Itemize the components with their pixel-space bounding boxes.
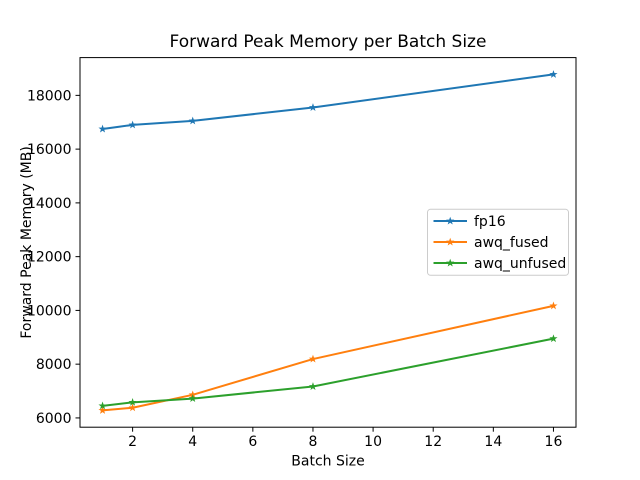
x-axis-label: Batch Size (291, 454, 364, 470)
data-point-marker-fp16 (308, 103, 318, 111)
legend-label: awq_unfused (474, 256, 566, 272)
x-tick-label: 2 (128, 434, 137, 450)
y-tick-label: 12000 (27, 250, 72, 266)
y-tick-label: 8000 (36, 357, 72, 373)
y-tick-label: 10000 (27, 303, 72, 319)
y-tick-label: 6000 (36, 411, 72, 427)
data-point-marker-fp16 (188, 116, 197, 125)
chart-title: Forward Peak Memory per Batch Size (170, 32, 487, 52)
y-axis-label: Forward Peak Memory (MB) (19, 146, 35, 338)
data-point-marker-awq_unfused (188, 394, 197, 403)
legend-marker-sample (446, 258, 455, 267)
data-point-marker-awq_fused (128, 403, 137, 412)
data-point-marker-fp16 (549, 70, 558, 78)
data-point-marker-awq_fused (549, 301, 558, 310)
series-line-awq_fused (101, 304, 555, 412)
data-point-marker-fp16 (128, 120, 137, 129)
y-tick-label: 14000 (27, 196, 72, 212)
series-line-fp16 (101, 73, 555, 130)
data-point-marker-awq_fused (308, 354, 318, 363)
legend-box (427, 208, 569, 276)
data-point-marker-awq_unfused (128, 398, 137, 406)
legend-marker-sample (446, 216, 455, 225)
y-tick-label: 18000 (27, 88, 72, 104)
legend-item-fp16: fp16 (433, 214, 506, 230)
data-point-marker-awq_unfused (308, 382, 318, 390)
data-point-marker-fp16 (98, 124, 107, 133)
series-line-awq_unfused (101, 337, 555, 407)
y-tick-label: 16000 (27, 142, 72, 158)
x-tick-label: 16 (545, 434, 563, 450)
x-tick-label: 4 (188, 434, 197, 450)
x-tick-label: 6 (248, 434, 257, 450)
legend-label: fp16 (474, 214, 506, 230)
legend: fp16 awq_fused awq_unfused (427, 208, 569, 276)
x-tick-label: 14 (484, 434, 502, 450)
legend-item-awq_unfused: awq_unfused (433, 256, 566, 272)
data-point-marker-awq_unfused (98, 401, 107, 410)
plot-frame (79, 57, 577, 428)
legend-marker-sample (446, 237, 455, 246)
legend-label: awq_fused (474, 235, 549, 251)
x-tick-label: 8 (309, 434, 318, 450)
data-point-marker-awq_fused (98, 406, 107, 414)
x-tick-label: 10 (364, 434, 382, 450)
legend-item-awq_fused: awq_fused (433, 235, 549, 251)
data-point-marker-awq_unfused (549, 334, 558, 343)
x-tick-label: 12 (424, 434, 442, 450)
